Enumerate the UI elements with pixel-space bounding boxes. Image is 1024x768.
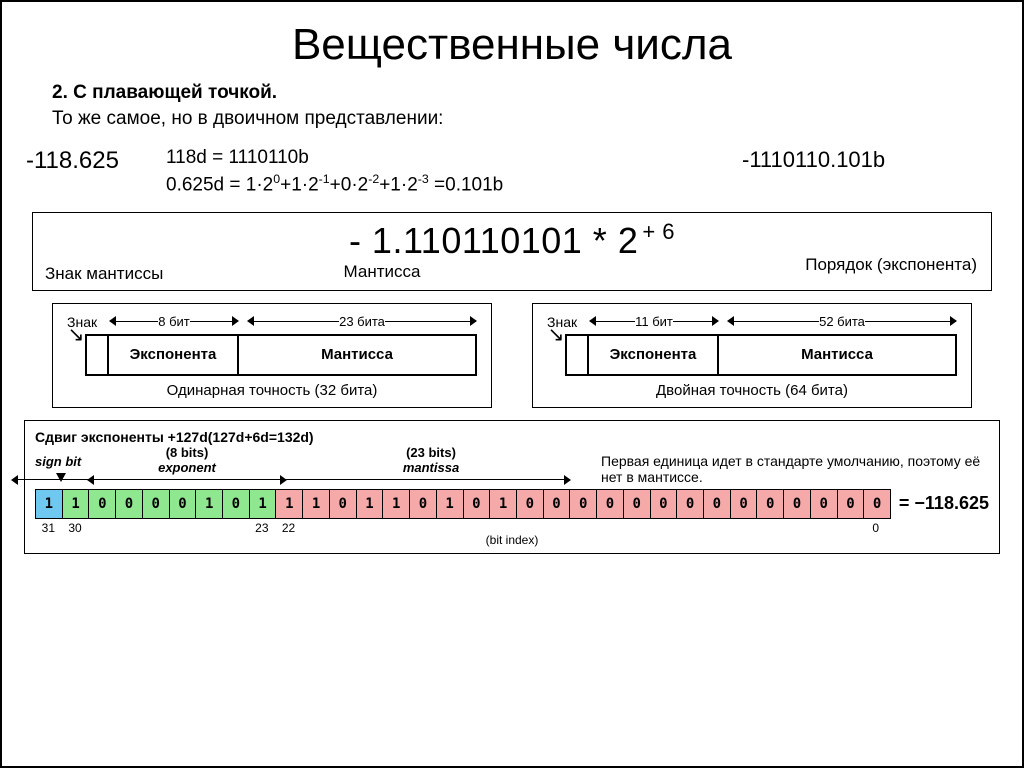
bit-cell: 0	[223, 490, 250, 518]
binary-result: -1110110.101b	[742, 145, 972, 198]
bit-cell: 0	[651, 490, 678, 518]
sp-exp-cell: Экспонента	[109, 336, 239, 374]
formula-exp-label: Порядок (экспонента)	[805, 255, 977, 275]
precision-row: Знак 8 бит 23 бита ↘ Экспонента Мантисса…	[32, 303, 992, 408]
bit-cell: 0	[757, 490, 784, 518]
bit-cell: 1	[490, 490, 517, 518]
signbit-label: sign bit	[35, 454, 87, 469]
sp-sign-arrow: ↘	[67, 330, 85, 340]
ieee-shift-label: Сдвиг экспоненты +127d(127d+6d=132d)	[35, 429, 989, 445]
formula-box: - 1.110110101 * 2+ 6 Порядок (экспонента…	[32, 212, 992, 291]
bit-cell: 0	[170, 490, 197, 518]
sp-caption: Одинарная точность (32 бита)	[67, 382, 477, 399]
dp-sign-cell	[567, 336, 589, 374]
bit-index-row: 313023220	[35, 521, 889, 535]
bit-cell: 0	[330, 490, 357, 518]
bit-cell: 0	[544, 490, 571, 518]
sp-mant-bits: 23 бита	[339, 314, 385, 329]
bit-cell: 0	[570, 490, 597, 518]
section-sub: То же самое, но в двоичном представлении…	[52, 106, 972, 132]
ieee-note: Первая единица идет в стандарте умолчани…	[571, 453, 989, 485]
ieee-top-labels: sign bit (8 bits) exponent (23 bits) man…	[35, 445, 989, 485]
bit-cell: 0	[624, 490, 651, 518]
dp-mant-bits: 52 бита	[819, 314, 865, 329]
bit-cell: 0	[89, 490, 116, 518]
conv-int: 118d = 1110110b	[166, 145, 742, 171]
dp-exp-bits: 11 бит	[635, 314, 673, 329]
ieee-box: Сдвиг экспоненты +127d(127d+6d=132d) sig…	[24, 420, 1000, 554]
bit-cell: 0	[677, 490, 704, 518]
double-precision: Знак 11 бит 52 бита ↘ Экспонента Мантисс…	[532, 303, 972, 408]
bit-cell: 1	[196, 490, 223, 518]
bit-cell: 0	[517, 490, 544, 518]
bit-cell: 0	[784, 490, 811, 518]
ieee-equals: = −118.625	[891, 489, 989, 514]
bit-cell: 1	[383, 490, 410, 518]
bit-cell: 0	[116, 490, 143, 518]
dp-bitbox: Экспонента Мантисса	[565, 334, 957, 376]
bit-cell: 1	[276, 490, 303, 518]
sp-exp-bits: 8 бит	[158, 314, 190, 329]
intro-section: 2. С плавающей точкой. То же самое, но в…	[52, 80, 972, 198]
formula-exp: + 6	[642, 219, 675, 244]
dp-mant-cell: Мантисса	[719, 336, 955, 374]
bit-cell: 1	[36, 490, 63, 518]
sp-mant-cell: Мантисса	[239, 336, 475, 374]
dp-caption: Двойная точность (64 бита)	[547, 382, 957, 399]
bit-cell: 0	[464, 490, 491, 518]
bit-index-label: (bit index)	[35, 533, 989, 547]
dp-exp-cell: Экспонента	[589, 336, 719, 374]
bit-cell: 0	[864, 490, 890, 518]
exp-bits-label: (8 bits)	[87, 445, 287, 460]
bit-cell: 0	[811, 490, 838, 518]
bit-cell: 1	[303, 490, 330, 518]
exp-word-label: exponent	[87, 460, 287, 475]
dp-sign-arrow: ↘	[547, 330, 565, 340]
sp-bitbox: Экспонента Мантисса	[85, 334, 477, 376]
bit-cell: 0	[597, 490, 624, 518]
bit-cell: 1	[437, 490, 464, 518]
bit-cell: 1	[63, 490, 90, 518]
bit-cell: 0	[731, 490, 758, 518]
bit-cell: 1	[357, 490, 384, 518]
bit-cell: 1	[250, 490, 277, 518]
page-title: Вещественные числа	[2, 20, 1022, 70]
conversion-row: -118.625 118d = 1110110b 0.625d = 1·20+1…	[52, 145, 972, 198]
bit-cell: 0	[704, 490, 731, 518]
bit-cell: 0	[410, 490, 437, 518]
conversion-col: 118d = 1110110b 0.625d = 1·20+1·2-1+0·2-…	[166, 145, 742, 198]
bit-cell: 0	[838, 490, 865, 518]
conv-frac: 0.625d = 1·20+1·2-1+0·2-2+1·2-3 =0.101b	[166, 171, 742, 198]
ieee-bits: 11000010111011010100000000000000	[35, 489, 891, 519]
single-precision: Знак 8 бит 23 бита ↘ Экспонента Мантисса…	[52, 303, 492, 408]
formula-sign-label: Знак мантиссы	[45, 264, 163, 284]
mant-word-label: mantissa	[291, 460, 571, 475]
mant-bits-label: (23 bits)	[291, 445, 571, 460]
source-value: -118.625	[26, 145, 166, 198]
section-number: 2. С плавающей точкой.	[52, 80, 972, 106]
sp-sign-cell	[87, 336, 109, 374]
bit-cell: 0	[143, 490, 170, 518]
